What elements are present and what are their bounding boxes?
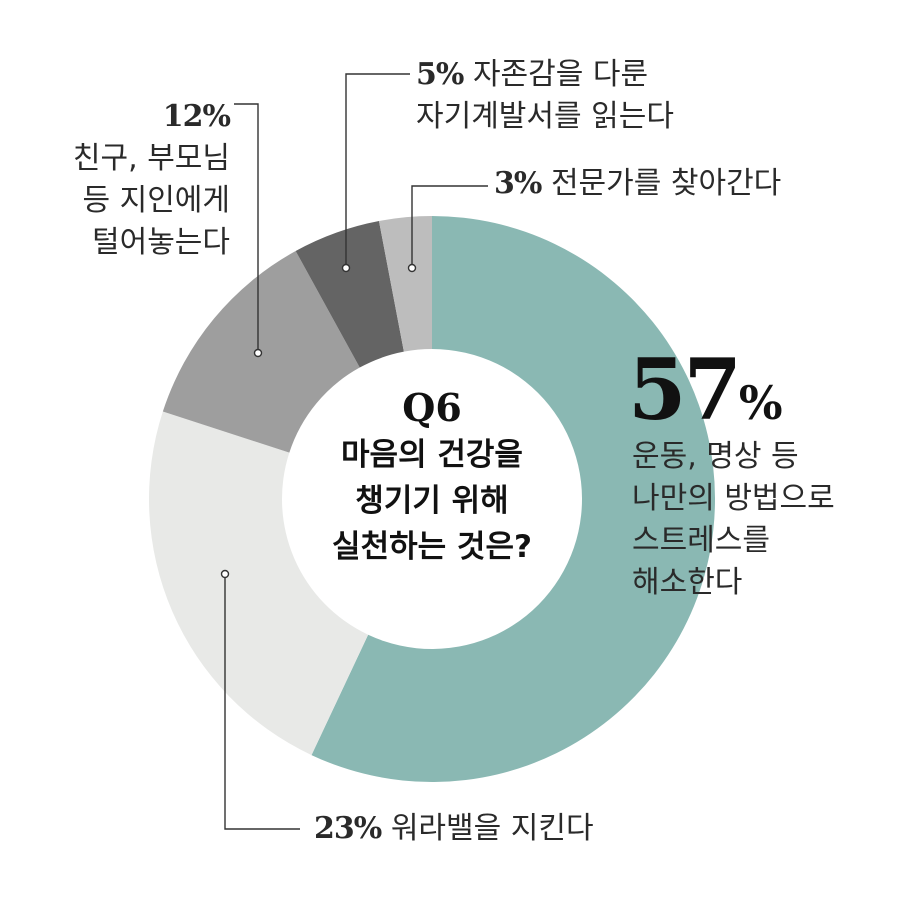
leader-line-12 (234, 103, 259, 353)
leader-line-23 (224, 574, 300, 830)
label-3-percent: 3% 전문가를 찾아간다 (494, 166, 782, 201)
label-12-percent: 12% 친구, 부모님 등 지인에게 털어놓는다 (72, 99, 231, 260)
leader-line-3 (411, 185, 488, 268)
center-question: Q6 마음의 건강을 챙기기 위해 실천하는 것은? (286, 384, 578, 570)
label-57-percent: 57% (628, 340, 783, 439)
slice-5-percent (295, 221, 404, 368)
leader-line-3-dot (407, 263, 417, 273)
slice-3-percent (378, 216, 432, 352)
chart-title: Q6 (402, 385, 462, 430)
question-line-1: 마음의 건강을 (341, 437, 523, 473)
question-line-2: 챙기기 위해 (355, 483, 509, 519)
label-5-percent: 5% 자존감을 다룬 자기계발서를 읽는다 (416, 57, 674, 134)
label-23-percent: 23% 워라밸을 지킨다 (314, 811, 594, 846)
slice-57-percent (311, 216, 715, 782)
leader-line-5 (345, 73, 410, 268)
question-line-3: 실천하는 것은? (332, 529, 532, 565)
label-57-text: 운동, 명상 등 나만의 방법으로 스트레스를 해소한다 (632, 439, 835, 600)
leader-line-12-dot (253, 348, 263, 358)
leader-line-5-dot (341, 263, 351, 273)
slice-23-percent (149, 411, 369, 756)
leader-line-23-dot (220, 569, 230, 579)
